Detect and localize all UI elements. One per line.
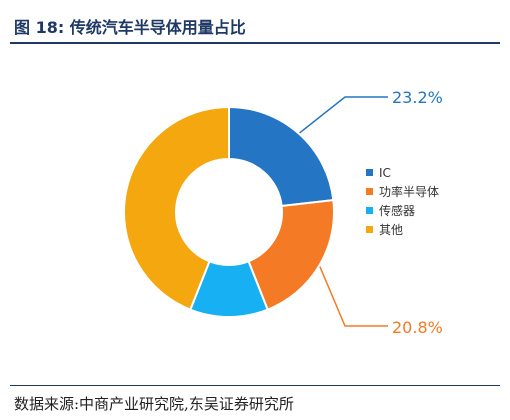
leader-line-power-semiconductor [319, 266, 388, 327]
legend-swatch-sensor [366, 207, 373, 214]
slice-other [123, 105, 230, 311]
legend-label-other: 其他 [379, 223, 403, 237]
donut-slices [123, 105, 335, 318]
source-rule [10, 385, 500, 386]
legend-label-power-semiconductor: 功率半导体 [379, 184, 439, 199]
slice-power-semiconductor [247, 199, 335, 311]
data-label-ic: 23.2% [392, 88, 443, 107]
legend-swatch-other [366, 226, 373, 233]
source-note: 数据来源:中商产业研究院,东吴证券研究所 [14, 395, 294, 413]
legend-label-sensor: 传感器 [379, 203, 415, 218]
leader-line-ic [299, 96, 388, 134]
title-rule [10, 42, 500, 44]
data-label-power-semiconductor: 20.8% [392, 318, 443, 337]
legend-swatch-power-semiconductor [366, 188, 373, 195]
figure-title: 图 18: 传统汽车半导体用量占比 [14, 18, 246, 37]
legend-label-ic: IC [379, 166, 391, 180]
slice-ic [228, 105, 335, 208]
label-leaders: 23.2% 20.8% [299, 88, 443, 337]
legend-swatch-ic [366, 169, 373, 176]
